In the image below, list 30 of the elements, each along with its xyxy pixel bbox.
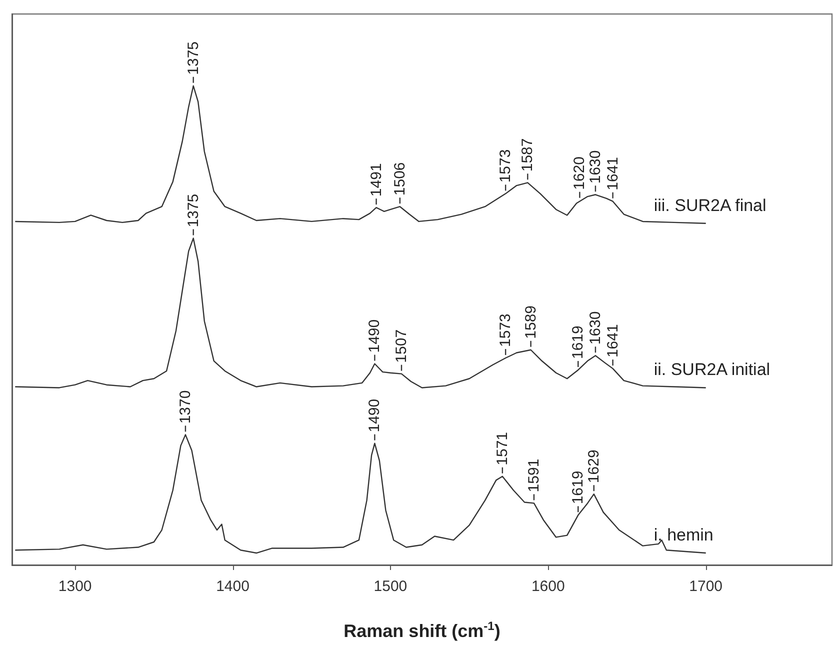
annotation: 1629 [585,450,602,484]
x-tick-label: 1600 [531,578,565,595]
annotation: 1620 [571,156,588,190]
annotation: 1641 [604,156,622,190]
annotation: 1375 [184,194,202,228]
annotation: 1506 [391,162,408,196]
annotation: 1573 [497,149,514,183]
annotation: 1375 [184,41,202,75]
annotation: 1490 [366,398,384,432]
annotation: 1507 [393,329,410,363]
series-label: iii. SUR2A final [654,196,766,215]
x-tick-label: 1500 [374,578,408,595]
series-label: ii. SUR2A initial [654,360,770,380]
annotation: 1491 [368,163,385,197]
annotation: 1619 [570,470,587,504]
annotation: 1630 [586,150,604,184]
annotation: 1591 [525,458,542,492]
annotation: 1571 [494,432,511,466]
annotation: 1370 [176,390,194,424]
annotation: 1630 [586,311,604,345]
annotation: 1619 [570,326,587,359]
annotation: 1490 [366,319,384,353]
annotation: 1573 [497,314,514,348]
series-label: i. hemin [654,526,714,545]
x-tick-label: 1700 [689,578,723,595]
annotation: 1641 [604,324,622,358]
x-tick-label: 1300 [58,578,92,595]
x-tick-label: 1400 [216,578,250,595]
annotation: 1589 [522,305,540,339]
annotation: 1587 [519,138,536,172]
